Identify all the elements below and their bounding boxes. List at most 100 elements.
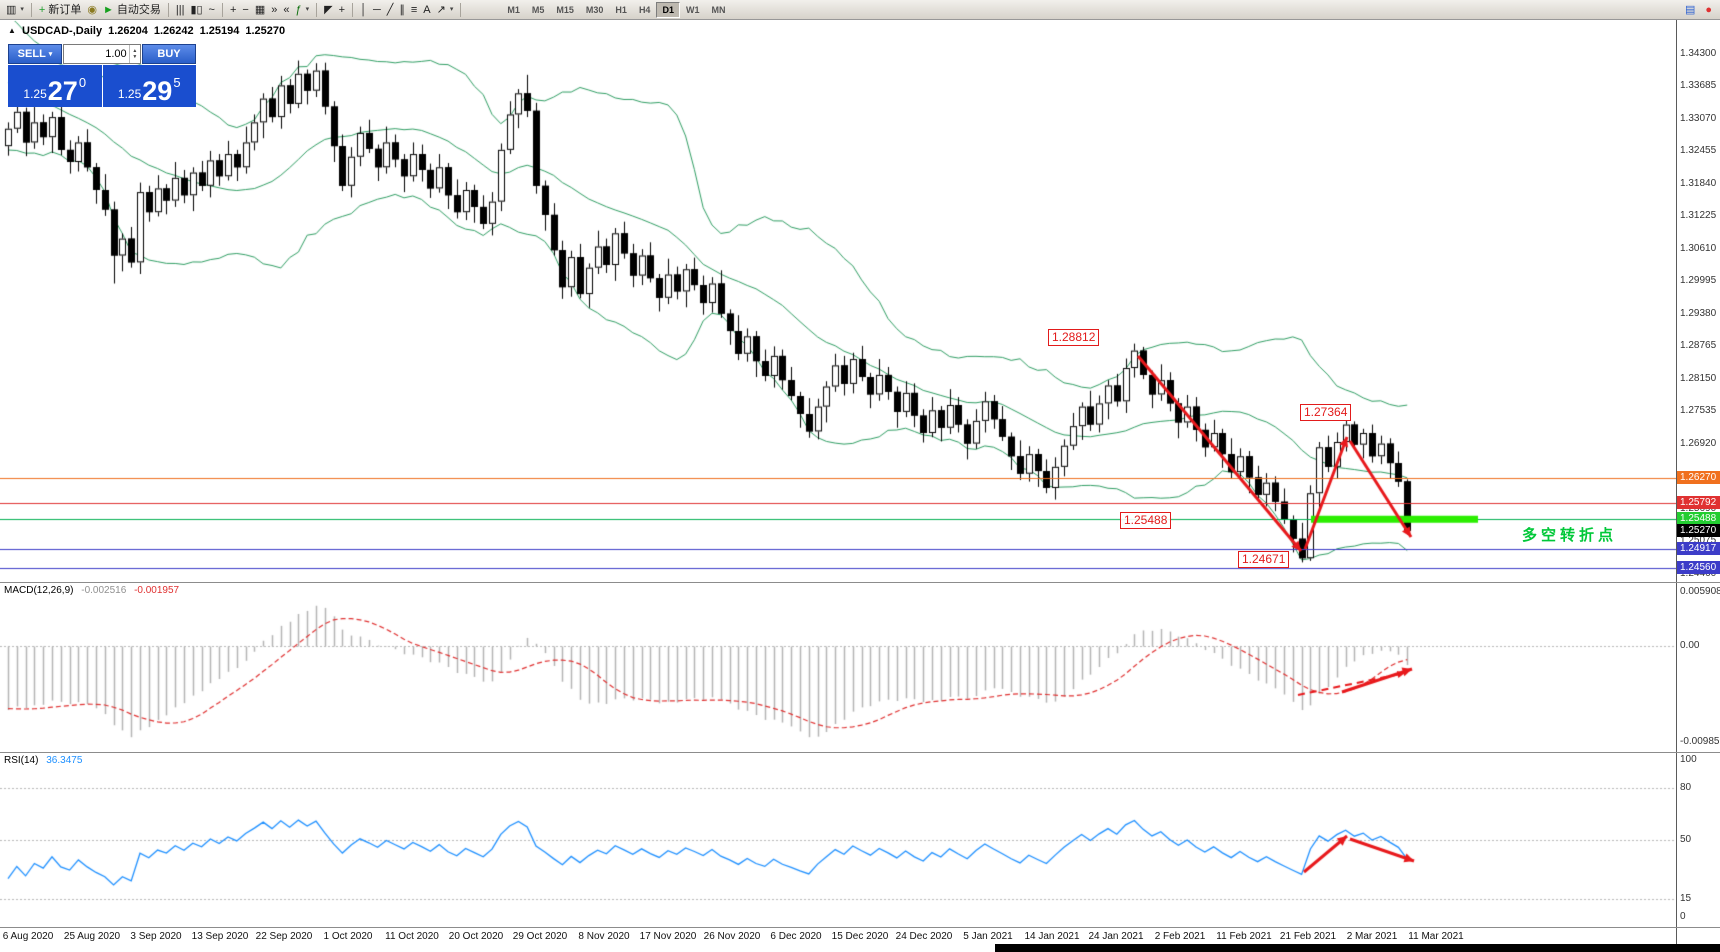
- timeframe-h1-button[interactable]: H1: [615, 4, 627, 15]
- indicators-button[interactable]: ƒ ▾: [293, 2, 313, 18]
- toolbar-separator: [221, 2, 223, 17]
- one-click-trading-panel: SELL ▾ ▲ ▼ BUY 1.25 27 0 1.25 2: [8, 44, 196, 107]
- toolbar-right-group: ▤ ●: [1682, 2, 1717, 18]
- volume-up-icon[interactable]: ▲: [132, 48, 138, 54]
- zoom-out-icon: −: [242, 3, 249, 16]
- charts-list-button[interactable]: ▤: [1682, 2, 1698, 18]
- auto-scroll-button[interactable]: »: [268, 2, 280, 18]
- autotrading-icon: ►: [102, 3, 114, 16]
- buy-price-big: 29: [142, 76, 173, 106]
- turning-point-note[interactable]: 多空转折点: [1522, 527, 1618, 544]
- timeframe-m30-button[interactable]: M30: [585, 4, 604, 15]
- date-label: 11 Feb 2021: [1216, 931, 1272, 942]
- chart-shift-button[interactable]: «: [280, 2, 292, 18]
- cursor-button[interactable]: ◤: [321, 2, 335, 18]
- trendline-button[interactable]: ╱: [384, 2, 397, 18]
- chevron-down-icon: ▾: [449, 5, 454, 13]
- price-scale[interactable]: 1.34300 1.33685 1.33070 1.32455 1.31840 1.312…: [1676, 20, 1720, 952]
- chart-title: USDCAD-,Daily 1.26204 1.26242 1.25194 1.2527…: [22, 25, 291, 37]
- zoom-in-button[interactable]: +: [227, 2, 239, 18]
- volume-input[interactable]: [64, 45, 129, 63]
- indicator-scale-label: 80: [1680, 782, 1692, 794]
- sell-price-display[interactable]: 1.25 27 0: [8, 65, 102, 107]
- price-label-annotation[interactable]: 1.28812: [1048, 329, 1100, 346]
- timeframe-w1-button[interactable]: W1: [685, 4, 700, 15]
- price-tick: 1.34300: [1680, 47, 1717, 59]
- buy-price-display[interactable]: 1.25 29 5: [102, 65, 196, 107]
- arrows-icon: ↗: [436, 3, 446, 16]
- timeframe-group: M1 M5 M15 M30 H1 H4 D1 W1 MN: [501, 1, 731, 18]
- charts-list-icon: ▤: [1684, 3, 1696, 16]
- new-order-button[interactable]: + 新订单: [36, 2, 84, 18]
- fibonacci-icon: ≡: [410, 3, 418, 16]
- date-label: 2 Feb 2021: [1154, 931, 1206, 942]
- price-tick: 1.33685: [1680, 80, 1717, 92]
- date-label: 14 Jan 2021: [1024, 931, 1080, 942]
- text-label-button[interactable]: A: [420, 2, 433, 18]
- date-label: 17 Nov 2020: [639, 931, 697, 942]
- horizontal-line-button[interactable]: ─: [370, 2, 384, 18]
- text-label-icon: A: [423, 3, 431, 16]
- toolbar-separator: [316, 2, 318, 17]
- timeframe-m5-button[interactable]: M5: [531, 4, 545, 15]
- metaeditor-button[interactable]: ◉: [84, 2, 100, 18]
- sell-button[interactable]: SELL ▾: [8, 44, 62, 64]
- new-chart-icon: ▥: [6, 3, 17, 16]
- price-tick: 1.27535: [1680, 405, 1717, 417]
- equidistant-channel-button[interactable]: ∥: [396, 2, 408, 18]
- indicator-scale-label: 0.005908: [1680, 586, 1720, 597]
- date-label: 6 Dec 2020: [770, 931, 822, 942]
- chevron-down-icon: ▾: [305, 5, 310, 13]
- price-tag: 1.24560: [1677, 561, 1720, 575]
- ohlc-low: 1.25194: [199, 25, 240, 37]
- timeframe-h4-button[interactable]: H4: [638, 4, 651, 15]
- candlestick-icon: ▮▯: [190, 3, 203, 16]
- ohlc-bars-icon: |||: [175, 3, 185, 16]
- price-tag: 1.25270: [1677, 523, 1720, 537]
- metaeditor-icon: ◉: [87, 3, 97, 16]
- arrows-button[interactable]: ↗ ▾: [434, 2, 457, 18]
- price-label-annotation[interactable]: 1.25488: [1120, 512, 1172, 529]
- price-label-annotation[interactable]: 1.24671: [1238, 551, 1290, 568]
- alert-status-icon[interactable]: ●: [1702, 2, 1715, 18]
- collapse-trade-panel-button[interactable]: ▲: [8, 26, 16, 35]
- volume-stepper[interactable]: ▲ ▼: [128, 45, 140, 63]
- price-tag: 1.25488: [1677, 512, 1720, 526]
- price-tick: 1.31840: [1680, 177, 1717, 189]
- new-chart-button[interactable]: ▥ ▾: [3, 2, 27, 18]
- zoom-out-button[interactable]: −: [239, 2, 251, 18]
- panel-splitter-rsi[interactable]: [0, 752, 1720, 753]
- date-label: 29 Oct 2020: [512, 931, 568, 942]
- ohlc-close: 1.25270: [245, 25, 286, 37]
- price-label-annotation[interactable]: 1.27364: [1300, 404, 1352, 421]
- panel-splitter-macd[interactable]: [0, 582, 1720, 583]
- autotrading-button[interactable]: ► 自动交易: [100, 2, 164, 18]
- time-axis[interactable]: 6 Aug 2020 25 Aug 2020 3 Sep 2020 13 Sep 20…: [0, 928, 1676, 945]
- date-label: 8 Nov 2020: [578, 931, 630, 942]
- timeframe-m1-button[interactable]: M1: [507, 4, 520, 15]
- rsi-value: 36.3475: [46, 755, 83, 766]
- line-chart-button[interactable]: ~: [206, 2, 218, 18]
- candlestick-button[interactable]: ▮▯: [187, 2, 205, 18]
- ohlc-open: 1.26204: [108, 25, 148, 37]
- vertical-line-button[interactable]: │: [357, 2, 370, 18]
- price-tick: 1.28765: [1680, 340, 1717, 352]
- symbol-period-label: USDCAD-,Daily: [22, 25, 103, 37]
- fibonacci-button[interactable]: ≡: [408, 2, 420, 18]
- equidistant-channel-icon: ∥: [399, 3, 405, 16]
- crosshair-button[interactable]: +: [336, 2, 348, 18]
- date-label: 22 Sep 2020: [255, 931, 313, 942]
- volume-down-icon[interactable]: ▼: [132, 54, 138, 60]
- tile-windows-button[interactable]: ▦: [252, 2, 268, 18]
- buy-button[interactable]: BUY: [142, 44, 196, 64]
- indicator-scale-label: 100: [1680, 754, 1697, 765]
- timeframe-m15-button[interactable]: M15: [556, 4, 574, 15]
- timeframe-d1-button[interactable]: D1: [656, 1, 680, 18]
- autotrading-button-label: 自动交易: [116, 3, 161, 16]
- timeframe-mn-button[interactable]: MN: [711, 4, 726, 15]
- panel-splitter-axis[interactable]: [0, 927, 1720, 928]
- date-label: 20 Oct 2020: [448, 931, 504, 942]
- chart-canvas[interactable]: [0, 0, 1676, 945]
- ohlc-bars-button[interactable]: |||: [173, 2, 188, 18]
